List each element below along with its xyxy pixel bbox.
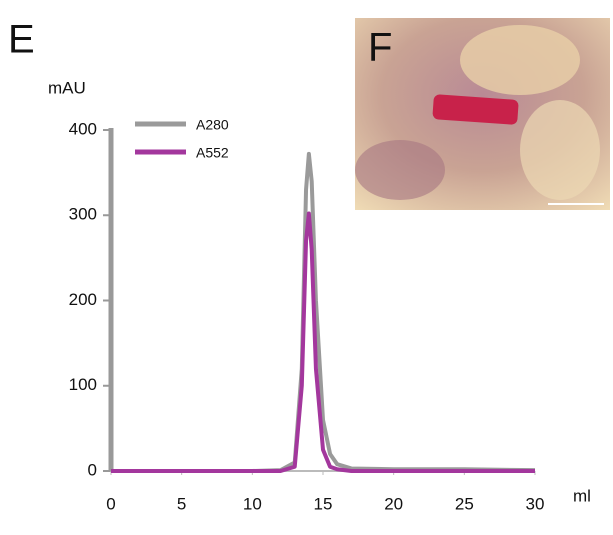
x-tick-label: 20 bbox=[384, 494, 403, 513]
y-tick-label: 300 bbox=[69, 205, 97, 224]
legend-label: A280 bbox=[196, 117, 229, 133]
x-tick-label: 30 bbox=[526, 494, 545, 513]
micrograph bbox=[355, 18, 610, 210]
x-tick-label: 10 bbox=[243, 494, 262, 513]
panel-label: E bbox=[8, 18, 35, 62]
data-line bbox=[111, 211, 535, 473]
y-axis-label: mAU bbox=[48, 78, 86, 97]
y-tick-label: 0 bbox=[88, 460, 97, 479]
y-tick-label: 200 bbox=[69, 290, 97, 309]
x-tick-label: 0 bbox=[106, 494, 115, 513]
x-tick-label: 15 bbox=[314, 494, 333, 513]
x-tick-label: 25 bbox=[455, 494, 474, 513]
legend-label: A552 bbox=[196, 145, 229, 161]
x-axis-label: ml bbox=[573, 486, 591, 505]
x-tick-label: 5 bbox=[177, 494, 186, 513]
y-tick-label: 100 bbox=[69, 375, 97, 394]
y-tick-label: 400 bbox=[69, 119, 97, 138]
panel-label: F bbox=[368, 26, 392, 70]
